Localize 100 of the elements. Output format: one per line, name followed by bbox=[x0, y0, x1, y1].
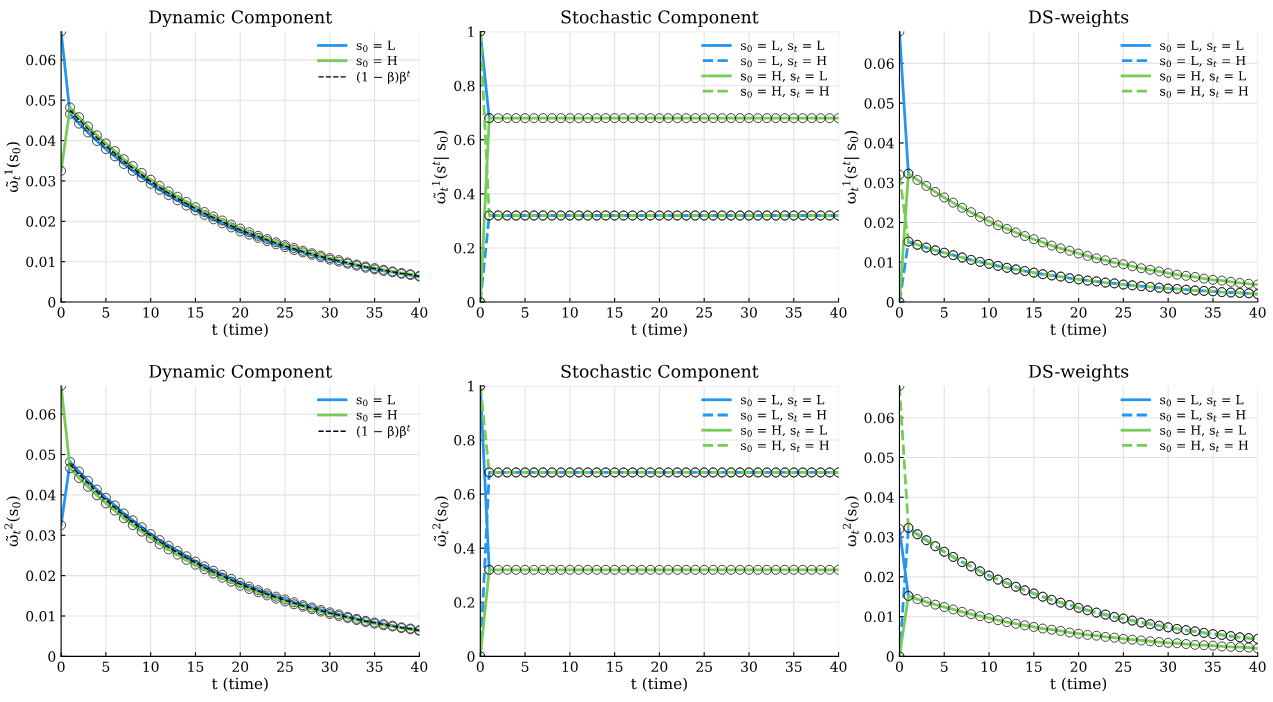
x-tick-label: 20 bbox=[232, 307, 249, 318]
y-tick-label: 0.03 bbox=[26, 175, 56, 187]
legend-label: s$_{0}$ = L, s$_{t}$ = H bbox=[1160, 55, 1246, 68]
x-tick-label: 30 bbox=[1160, 661, 1177, 672]
legend-label: s$_{0}$ = H, s$_{t}$ = H bbox=[741, 86, 829, 98]
y-tick-label: 0.06 bbox=[864, 412, 894, 424]
y-tick-label: 0.2 bbox=[454, 597, 475, 608]
y-tick-label: 0 bbox=[886, 651, 894, 662]
y-tick-label: 0.02 bbox=[26, 216, 55, 227]
legend-label: s$_{0}$ = L bbox=[356, 395, 395, 407]
x-tick-label: 30 bbox=[741, 661, 757, 672]
y-tick-label: 0.2 bbox=[454, 242, 475, 254]
y-tick-label: 0 bbox=[467, 297, 475, 308]
x-tick-label: 15 bbox=[1026, 661, 1042, 672]
x-tick-label: 40 bbox=[410, 307, 428, 318]
x-tick-label: 35 bbox=[1205, 307, 1221, 318]
y-tick-label: 1 bbox=[468, 380, 474, 392]
legend-label: (1 − β)β$^{t}$ bbox=[356, 70, 411, 84]
x-axis-title: t (time) bbox=[631, 677, 687, 692]
y-tick-label: 0.6 bbox=[454, 134, 475, 146]
x-axis-title: t (time) bbox=[211, 323, 268, 338]
y-tick-label: 0.04 bbox=[26, 135, 56, 147]
legend-label: s$_{0}$ = H, s$_{t}$ = L bbox=[1160, 71, 1246, 83]
y-tick-label: 0.04 bbox=[864, 137, 894, 149]
legend-label: s$_{0}$ = H, s$_{t}$ = H bbox=[1160, 440, 1249, 452]
x-tick-label: 30 bbox=[1160, 307, 1177, 318]
y-axis-title: ω$_{t}$$^{1}$(s$^{t}$| s$_{0}$) bbox=[842, 130, 860, 204]
x-tick-label: 10 bbox=[981, 307, 997, 318]
x-tick-label: 20 bbox=[1070, 661, 1087, 672]
y-tick-label: 0.03 bbox=[864, 177, 894, 189]
x-tick-label: 30 bbox=[322, 661, 338, 672]
x-axis-title: t (time) bbox=[211, 677, 268, 692]
x-axis-title: t (time) bbox=[1050, 677, 1107, 692]
y-axis-title: ω$_{t}$$^{2}$(s$_{0}$) bbox=[842, 496, 859, 547]
x-tick-label: 20 bbox=[232, 661, 249, 672]
x-tick-label: 20 bbox=[1070, 307, 1087, 318]
x-tick-label: 10 bbox=[143, 661, 159, 672]
legend-label: s$_{0}$ = L, s$_{t}$ = H bbox=[741, 55, 827, 68]
x-tick-label: 5 bbox=[102, 307, 110, 318]
y-tick-label: 0.4 bbox=[454, 188, 475, 200]
x-tick-label: 30 bbox=[322, 307, 338, 318]
x-tick-label: 5 bbox=[102, 661, 110, 672]
y-tick-label: 0.05 bbox=[26, 449, 56, 460]
y-axis-title: ω̃$_{t}$$^{2}$(s$_{0}$) bbox=[432, 496, 449, 547]
chart-title: Dynamic Component bbox=[149, 10, 333, 28]
y-tick-label: 0.05 bbox=[864, 98, 894, 109]
x-tick-label: 0 bbox=[476, 307, 484, 318]
y-axis-title: ω̃$_{t}$$^{2}$(s$_{0}$) bbox=[4, 496, 21, 547]
chart-title: Stochastic Component bbox=[561, 10, 759, 27]
y-tick-label: 0 bbox=[48, 297, 56, 308]
legend-label: s$_{0}$ = H, s$_{t}$ = H bbox=[1160, 86, 1249, 98]
x-tick-label: 10 bbox=[143, 307, 159, 318]
y-tick-label: 0.01 bbox=[26, 256, 55, 268]
legend-label: s$_{0}$ = H, s$_{t}$ = L bbox=[741, 425, 827, 437]
chart-title: DS-weights bbox=[1028, 364, 1129, 382]
x-tick-label: 20 bbox=[651, 307, 668, 318]
y-tick-label: 0.03 bbox=[26, 530, 56, 541]
y-tick-label: 1 bbox=[468, 26, 474, 37]
x-tick-label: 5 bbox=[941, 661, 948, 672]
x-axis-title: t (time) bbox=[1050, 323, 1107, 338]
legend-label: s$_{0}$ = L, s$_{t}$ = L bbox=[1160, 40, 1244, 52]
y-tick-label: 0.06 bbox=[26, 409, 56, 420]
x-tick-label: 40 bbox=[830, 307, 847, 318]
chart-title: Stochastic Component bbox=[561, 364, 759, 382]
x-tick-label: 15 bbox=[188, 661, 204, 672]
y-axis-title: ω̃$_{t}$$^{1}$(s$_{0}$) bbox=[4, 142, 21, 193]
y-tick-label: 0 bbox=[48, 651, 56, 662]
legend-label: s$_{0}$ = H bbox=[356, 55, 398, 68]
x-tick-label: 25 bbox=[277, 661, 293, 672]
legend-label: s$_{0}$ = L, s$_{t}$ = L bbox=[741, 40, 825, 52]
x-tick-label: 35 bbox=[785, 661, 802, 672]
x-tick-label: 40 bbox=[1249, 661, 1266, 672]
y-tick-label: 0 bbox=[886, 297, 894, 308]
legend-label: s$_{0}$ = H, s$_{t}$ = L bbox=[1160, 425, 1246, 437]
x-tick-label: 35 bbox=[1205, 661, 1221, 672]
y-tick-label: 0.01 bbox=[864, 611, 893, 623]
x-tick-label: 15 bbox=[607, 307, 623, 318]
x-tick-label: 0 bbox=[895, 661, 903, 672]
x-tick-label: 5 bbox=[521, 661, 529, 672]
y-tick-label: 0.05 bbox=[864, 452, 894, 463]
legend-label: s$_{0}$ = L, s$_{t}$ = H bbox=[741, 410, 827, 422]
x-tick-label: 5 bbox=[941, 307, 948, 318]
legend-label: (1 − β)β$^{t}$ bbox=[356, 425, 411, 439]
x-tick-label: 0 bbox=[476, 661, 484, 672]
y-tick-label: 0.02 bbox=[864, 571, 894, 583]
x-tick-label: 25 bbox=[696, 307, 712, 318]
y-tick-label: 0.6 bbox=[454, 489, 475, 500]
x-tick-label: 0 bbox=[57, 307, 65, 318]
y-tick-label: 0.06 bbox=[864, 58, 894, 69]
x-tick-label: 35 bbox=[366, 661, 383, 672]
x-tick-label: 20 bbox=[651, 661, 668, 672]
y-axis-title: ω̃$_{t}$$^{1}$(s$^{t}$| s$_{0}$) bbox=[431, 130, 449, 204]
x-tick-label: 5 bbox=[521, 307, 529, 318]
x-tick-label: 10 bbox=[981, 661, 997, 672]
y-tick-label: 0 bbox=[467, 651, 475, 662]
y-tick-label: 0.4 bbox=[454, 543, 475, 554]
x-tick-label: 15 bbox=[1026, 307, 1042, 318]
y-tick-label: 0.04 bbox=[864, 492, 894, 503]
legend-label: s$_{0}$ = L, s$_{t}$ = L bbox=[1160, 395, 1244, 407]
y-tick-label: 0.04 bbox=[26, 489, 56, 501]
